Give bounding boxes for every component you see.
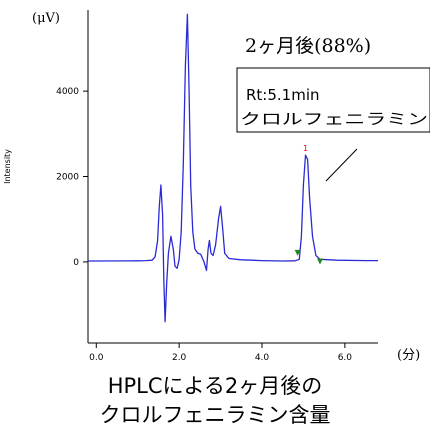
x-unit-label: (分) [397, 348, 420, 363]
x-tick-label: 2.0 [172, 353, 187, 363]
chromatogram-chart: 0 2000 4000 0.0 2.0 4.0 6.0 Intensity (μV) (分) 1 2ヶ… [3, 10, 430, 363]
x-tick-label: 4.0 [255, 353, 270, 363]
y-unit-label: (μV) [32, 11, 60, 26]
x-tick-label: 6.0 [338, 353, 353, 363]
x-tick-label: 0.0 [89, 353, 104, 363]
caption-line-1: HPLCによる2ヶ月後の [107, 374, 323, 398]
y-axis-label: Intensity [3, 149, 12, 184]
annotation-box [236, 67, 430, 133]
integration-marker [294, 249, 301, 256]
annotation-compound: クロルフェニラミン [240, 110, 428, 128]
integration-marker [317, 258, 323, 265]
annotation-pointer [325, 148, 358, 182]
y-tick-label: 2000 [56, 173, 79, 183]
peak-number-label: 1 [303, 144, 308, 153]
annotation-rt: Rt:5.1min [246, 86, 320, 104]
chromatogram-trace [87, 13, 378, 323]
figure-caption: HPLCによる2ヶ月後の クロルフェニラミン含量 [0, 372, 430, 430]
y-tick-label: 4000 [56, 87, 79, 97]
caption-line-2: クロルフェニラミン含量 [99, 403, 331, 427]
y-tick-label: 0 [73, 258, 79, 268]
annotation-headline: 2ヶ月後(88%) [245, 35, 371, 57]
